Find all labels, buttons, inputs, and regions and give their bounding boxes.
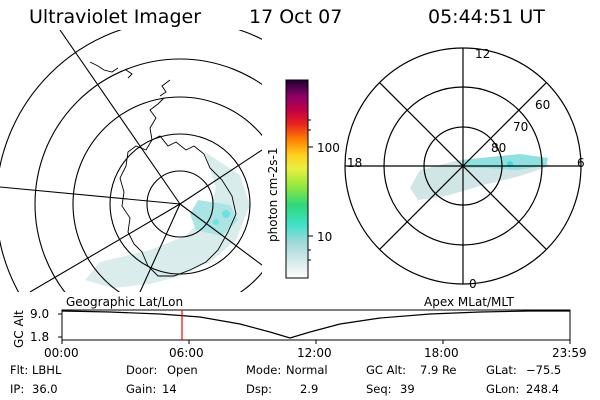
- coastlines: [89, 61, 237, 277]
- timeline-xtick-2: 12:00: [297, 346, 332, 360]
- status-value-ip: 36.0: [32, 382, 58, 396]
- status-value-filter: LBHL: [32, 363, 62, 377]
- status-value-seq: 39: [400, 382, 415, 396]
- status-key: Dsp:: [246, 382, 273, 396]
- aurora-emission-geo: [85, 152, 250, 288]
- status-value-mode: Normal: [286, 363, 328, 377]
- timeline-xtick-4: 23:59: [552, 346, 587, 360]
- status-key: IP:: [10, 382, 25, 396]
- colorbar-tick-100: 100: [317, 141, 340, 155]
- lat-label-60: 60: [535, 98, 551, 112]
- geographic-map: [0, 30, 262, 292]
- mlt-label-bottom: 0: [469, 277, 477, 291]
- timeline-xtick-0: 00:00: [44, 346, 79, 360]
- status-value-glon: 248.4: [526, 382, 559, 396]
- mlt-label-top: 12: [475, 47, 491, 61]
- status-value-dsp: 2.9: [300, 382, 319, 396]
- status-value-glat: −75.5: [526, 363, 562, 377]
- lat-label-80: 80: [491, 141, 507, 155]
- timeline-y-label: GC Alt: [12, 310, 26, 348]
- timeline-ytick-bottom: 1.8: [30, 330, 50, 344]
- timeline-xtick-3: 18:00: [424, 346, 459, 360]
- timeline-plot: [58, 309, 571, 344]
- time-label: 05:44:51 UT: [428, 6, 545, 28]
- status-value-gain: 14: [162, 382, 177, 396]
- date-label: 17 Oct 07: [249, 6, 343, 28]
- status-key: GLat:: [486, 363, 517, 377]
- mlt-label-right: 6: [577, 156, 585, 170]
- instrument-title: Ultraviolet Imager: [29, 6, 202, 28]
- timeline-left-title: Geographic Lat/Lon: [66, 295, 184, 309]
- colorbar: [285, 79, 309, 279]
- colorbar-tick-10: 10: [317, 230, 333, 244]
- status-value-door: Open: [167, 363, 198, 377]
- status-key: GLon:: [486, 382, 520, 396]
- polar-mlt-plot: [344, 47, 582, 285]
- colorbar-unit-label: photon cm-2s-1: [266, 147, 280, 243]
- lat-label-70: 70: [513, 120, 529, 134]
- status-key: Seq:: [366, 382, 392, 396]
- status-key: Gain:: [126, 382, 157, 396]
- timeline-ytick-top: 9.0: [30, 307, 50, 321]
- aurora-emission-polar: [410, 154, 550, 200]
- status-key: Door:: [126, 363, 158, 377]
- mlt-label-left: 18: [347, 156, 363, 170]
- gc-altitude-curve: [61, 310, 570, 339]
- status-value-gc-alt: 7.9 Re: [420, 363, 457, 377]
- timeline-xtick-1: 06:00: [169, 346, 204, 360]
- status-key: Flt:: [10, 363, 29, 377]
- status-key: GC Alt:: [366, 363, 407, 377]
- status-key: Mode:: [246, 363, 282, 377]
- timeline-right-title: Apex MLat/MLT: [424, 295, 514, 309]
